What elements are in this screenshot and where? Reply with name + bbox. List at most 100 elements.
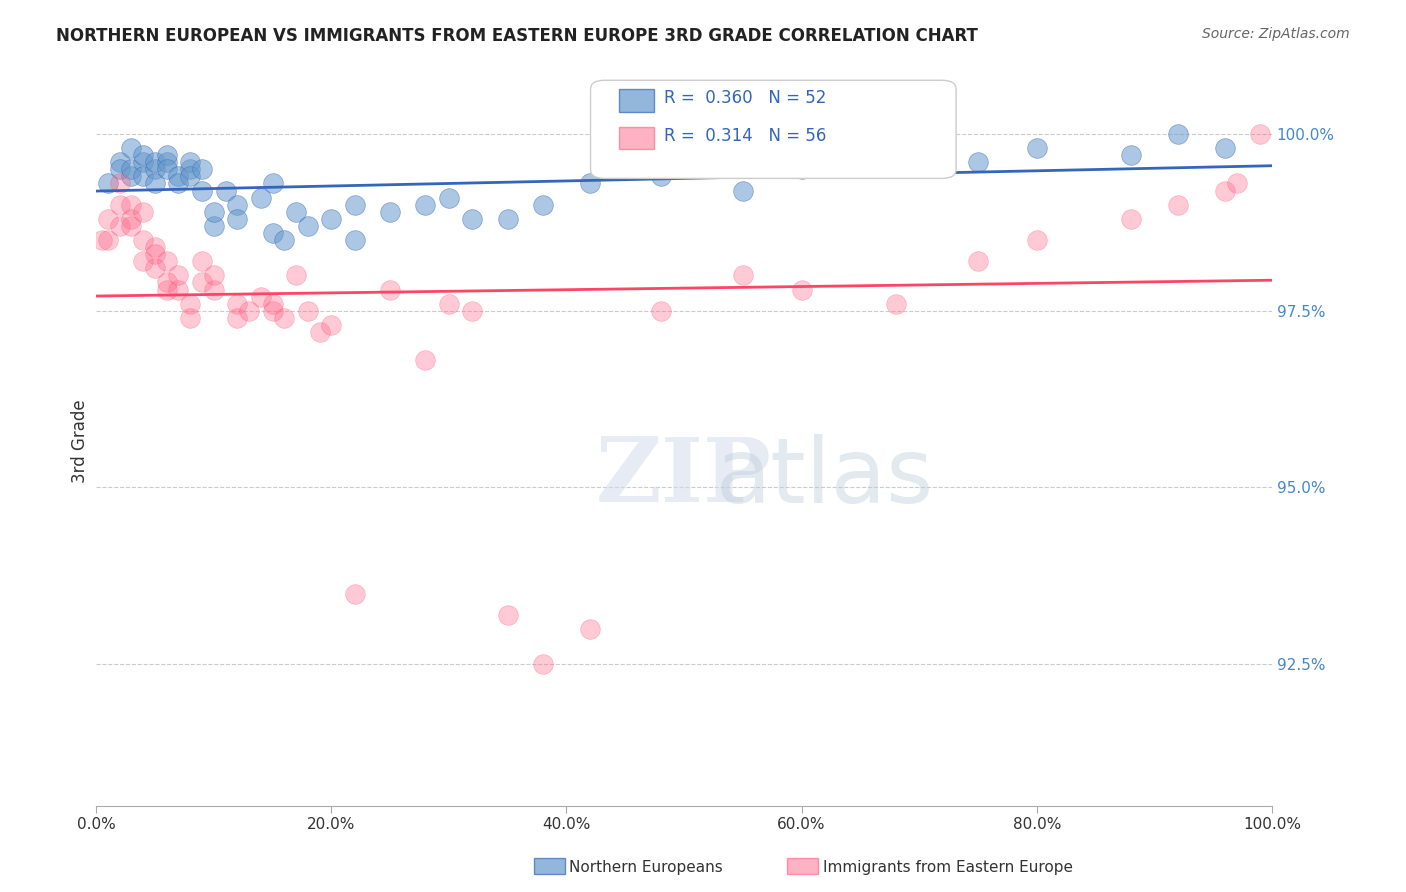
Point xyxy=(415,197,437,211)
Point xyxy=(132,233,155,247)
Point xyxy=(967,155,990,169)
Point xyxy=(262,177,284,191)
Point xyxy=(531,657,554,672)
Point xyxy=(191,276,214,290)
Point xyxy=(496,211,519,226)
Point xyxy=(249,191,271,205)
Point xyxy=(297,219,319,233)
Point xyxy=(226,310,249,325)
Point xyxy=(437,296,460,310)
Text: Northern Europeans: Northern Europeans xyxy=(569,860,723,874)
Point xyxy=(378,204,401,219)
Point xyxy=(97,233,120,247)
Point xyxy=(108,197,131,211)
Point xyxy=(132,148,155,162)
Point xyxy=(156,155,179,169)
Point xyxy=(1025,233,1047,247)
Point xyxy=(790,283,813,297)
Point xyxy=(120,211,142,226)
Point xyxy=(179,162,201,177)
Point xyxy=(120,219,142,233)
Point xyxy=(167,283,190,297)
Point xyxy=(321,211,343,226)
Point xyxy=(1249,127,1271,141)
Point xyxy=(132,169,155,184)
Point xyxy=(226,211,249,226)
Point xyxy=(226,296,249,310)
Point xyxy=(579,622,602,636)
Point xyxy=(226,197,249,211)
Point xyxy=(1167,197,1189,211)
Text: R =  0.314   N = 56: R = 0.314 N = 56 xyxy=(664,128,825,145)
Point xyxy=(343,197,366,211)
Point xyxy=(321,318,343,332)
Point xyxy=(202,268,225,283)
Point xyxy=(343,586,366,600)
Point xyxy=(120,141,142,155)
Point xyxy=(1167,127,1189,141)
Point xyxy=(191,162,214,177)
Point xyxy=(262,226,284,240)
Text: NORTHERN EUROPEAN VS IMMIGRANTS FROM EASTERN EUROPE 3RD GRADE CORRELATION CHART: NORTHERN EUROPEAN VS IMMIGRANTS FROM EAS… xyxy=(56,27,979,45)
Point xyxy=(1119,211,1142,226)
Point xyxy=(308,325,330,339)
Point xyxy=(132,204,155,219)
Point xyxy=(108,155,131,169)
Point xyxy=(202,204,225,219)
Point xyxy=(496,607,519,622)
Point xyxy=(1213,184,1236,198)
Point xyxy=(273,310,295,325)
Point xyxy=(461,303,484,318)
Point xyxy=(238,303,260,318)
Point xyxy=(132,254,155,268)
Point xyxy=(884,155,907,169)
Point xyxy=(143,155,166,169)
Point xyxy=(108,162,131,177)
Point xyxy=(132,155,155,169)
Point xyxy=(297,303,319,318)
Point xyxy=(531,197,554,211)
Point xyxy=(285,204,308,219)
Point xyxy=(650,303,672,318)
Point xyxy=(97,177,120,191)
Point xyxy=(179,155,201,169)
Point xyxy=(1226,177,1249,191)
Point xyxy=(790,162,813,177)
Point xyxy=(179,296,201,310)
Point xyxy=(378,283,401,297)
Text: ZIP: ZIP xyxy=(596,434,772,522)
Point xyxy=(1119,148,1142,162)
Point xyxy=(167,177,190,191)
Point xyxy=(967,254,990,268)
Point xyxy=(108,219,131,233)
Point xyxy=(285,268,308,283)
Point xyxy=(120,197,142,211)
Point xyxy=(120,169,142,184)
Point xyxy=(91,233,114,247)
Text: atlas: atlas xyxy=(716,434,934,522)
Point xyxy=(579,177,602,191)
Y-axis label: 3rd Grade: 3rd Grade xyxy=(72,400,89,483)
Point xyxy=(214,184,236,198)
Point xyxy=(156,148,179,162)
Point xyxy=(1213,141,1236,155)
Point xyxy=(143,261,166,276)
Point xyxy=(461,211,484,226)
Text: Source: ZipAtlas.com: Source: ZipAtlas.com xyxy=(1202,27,1350,41)
Point xyxy=(731,268,754,283)
Point xyxy=(249,290,271,304)
Point xyxy=(415,353,437,368)
Point xyxy=(191,254,214,268)
Point xyxy=(97,211,120,226)
Point xyxy=(156,254,179,268)
Point xyxy=(262,296,284,310)
Point xyxy=(1025,141,1047,155)
Point xyxy=(437,191,460,205)
Point xyxy=(343,233,366,247)
Point xyxy=(179,310,201,325)
Point xyxy=(202,219,225,233)
Text: R =  0.360   N = 52: R = 0.360 N = 52 xyxy=(664,89,825,107)
Point xyxy=(156,276,179,290)
Point xyxy=(120,162,142,177)
Point xyxy=(143,177,166,191)
